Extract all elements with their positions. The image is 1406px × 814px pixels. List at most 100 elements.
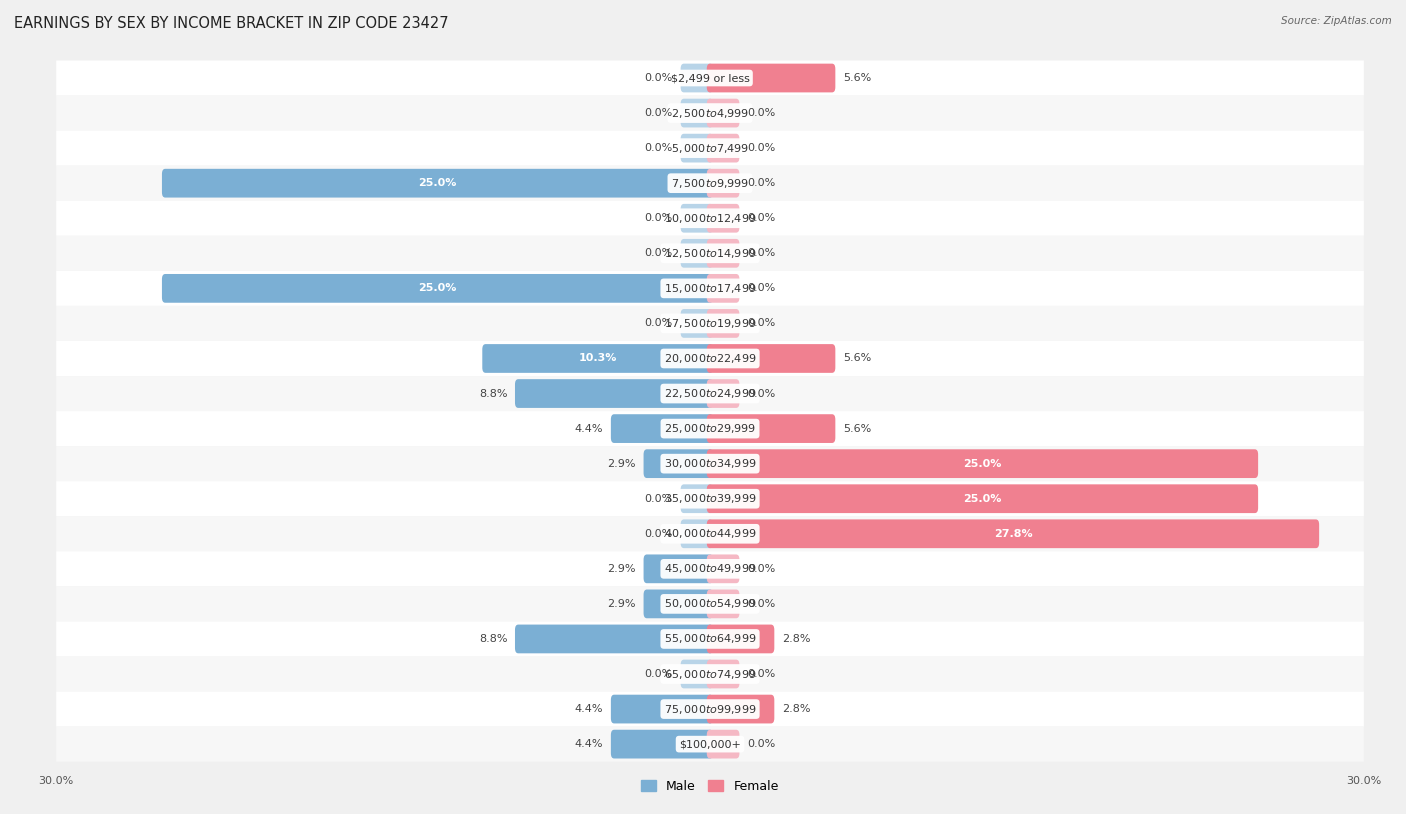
FancyBboxPatch shape [707, 239, 740, 268]
FancyBboxPatch shape [610, 694, 713, 724]
Text: $100,000+: $100,000+ [679, 739, 741, 749]
Text: $45,000 to $49,999: $45,000 to $49,999 [664, 562, 756, 575]
Text: 2.8%: 2.8% [782, 704, 810, 714]
FancyBboxPatch shape [681, 519, 713, 548]
Text: 5.6%: 5.6% [844, 423, 872, 434]
Text: 2.9%: 2.9% [607, 458, 636, 469]
FancyBboxPatch shape [56, 727, 1364, 762]
FancyBboxPatch shape [681, 204, 713, 233]
Text: 8.8%: 8.8% [479, 634, 508, 644]
FancyBboxPatch shape [707, 63, 835, 93]
Text: 25.0%: 25.0% [419, 178, 457, 188]
FancyBboxPatch shape [56, 692, 1364, 727]
FancyBboxPatch shape [707, 694, 775, 724]
Text: 0.0%: 0.0% [645, 529, 673, 539]
Text: $35,000 to $39,999: $35,000 to $39,999 [664, 492, 756, 505]
FancyBboxPatch shape [707, 484, 1258, 513]
Text: 8.8%: 8.8% [479, 388, 508, 399]
FancyBboxPatch shape [162, 274, 713, 303]
Text: $30,000 to $34,999: $30,000 to $34,999 [664, 457, 756, 470]
FancyBboxPatch shape [482, 344, 713, 373]
Text: 0.0%: 0.0% [645, 248, 673, 258]
FancyBboxPatch shape [644, 554, 713, 583]
FancyBboxPatch shape [644, 589, 713, 619]
Text: 2.8%: 2.8% [782, 634, 810, 644]
FancyBboxPatch shape [56, 201, 1364, 236]
FancyBboxPatch shape [707, 379, 740, 408]
Text: $65,000 to $74,999: $65,000 to $74,999 [664, 667, 756, 681]
Text: $17,500 to $19,999: $17,500 to $19,999 [664, 317, 756, 330]
FancyBboxPatch shape [707, 730, 740, 759]
FancyBboxPatch shape [681, 659, 713, 689]
FancyBboxPatch shape [707, 519, 1319, 548]
Text: $25,000 to $29,999: $25,000 to $29,999 [664, 422, 756, 435]
Text: 10.3%: 10.3% [579, 353, 617, 364]
FancyBboxPatch shape [56, 271, 1364, 306]
Text: 0.0%: 0.0% [747, 739, 775, 749]
FancyBboxPatch shape [56, 236, 1364, 271]
Text: $2,500 to $4,999: $2,500 to $4,999 [671, 107, 749, 120]
Text: 2.9%: 2.9% [607, 599, 636, 609]
Text: 0.0%: 0.0% [747, 108, 775, 118]
FancyBboxPatch shape [707, 168, 740, 198]
Text: 0.0%: 0.0% [645, 213, 673, 223]
Text: 0.0%: 0.0% [747, 143, 775, 153]
Text: 4.4%: 4.4% [575, 739, 603, 749]
Text: $5,000 to $7,499: $5,000 to $7,499 [671, 142, 749, 155]
FancyBboxPatch shape [515, 379, 713, 408]
FancyBboxPatch shape [707, 589, 740, 619]
FancyBboxPatch shape [707, 624, 775, 654]
Text: $7,500 to $9,999: $7,500 to $9,999 [671, 177, 749, 190]
FancyBboxPatch shape [707, 554, 740, 583]
Text: 4.4%: 4.4% [575, 423, 603, 434]
FancyBboxPatch shape [707, 414, 835, 443]
Text: 0.0%: 0.0% [747, 564, 775, 574]
FancyBboxPatch shape [681, 239, 713, 268]
Text: 0.0%: 0.0% [645, 108, 673, 118]
Text: $75,000 to $99,999: $75,000 to $99,999 [664, 702, 756, 716]
FancyBboxPatch shape [707, 659, 740, 689]
Text: 5.6%: 5.6% [844, 73, 872, 83]
FancyBboxPatch shape [162, 168, 713, 198]
FancyBboxPatch shape [56, 481, 1364, 516]
FancyBboxPatch shape [56, 516, 1364, 551]
FancyBboxPatch shape [610, 730, 713, 759]
FancyBboxPatch shape [56, 130, 1364, 166]
Text: 0.0%: 0.0% [747, 599, 775, 609]
FancyBboxPatch shape [707, 309, 740, 338]
Text: 25.0%: 25.0% [419, 283, 457, 293]
Text: 0.0%: 0.0% [747, 388, 775, 399]
FancyBboxPatch shape [56, 551, 1364, 586]
FancyBboxPatch shape [56, 306, 1364, 341]
FancyBboxPatch shape [681, 133, 713, 163]
Text: $2,499 or less: $2,499 or less [671, 73, 749, 83]
FancyBboxPatch shape [56, 341, 1364, 376]
FancyBboxPatch shape [644, 449, 713, 478]
Text: $20,000 to $22,499: $20,000 to $22,499 [664, 352, 756, 365]
FancyBboxPatch shape [56, 586, 1364, 621]
FancyBboxPatch shape [515, 624, 713, 654]
Text: $40,000 to $44,999: $40,000 to $44,999 [664, 527, 756, 540]
FancyBboxPatch shape [707, 133, 740, 163]
Text: 2.9%: 2.9% [607, 564, 636, 574]
Text: $55,000 to $64,999: $55,000 to $64,999 [664, 632, 756, 646]
Text: 25.0%: 25.0% [963, 494, 1001, 504]
FancyBboxPatch shape [707, 344, 835, 373]
Text: 0.0%: 0.0% [645, 669, 673, 679]
Text: 5.6%: 5.6% [844, 353, 872, 364]
Text: 0.0%: 0.0% [747, 669, 775, 679]
FancyBboxPatch shape [681, 309, 713, 338]
FancyBboxPatch shape [707, 98, 740, 128]
FancyBboxPatch shape [56, 60, 1364, 95]
FancyBboxPatch shape [707, 274, 740, 303]
Text: $15,000 to $17,499: $15,000 to $17,499 [664, 282, 756, 295]
Legend: Male, Female: Male, Female [637, 775, 783, 798]
FancyBboxPatch shape [707, 449, 1258, 478]
FancyBboxPatch shape [681, 98, 713, 128]
Text: 0.0%: 0.0% [747, 318, 775, 328]
FancyBboxPatch shape [56, 376, 1364, 411]
Text: $10,000 to $12,499: $10,000 to $12,499 [664, 212, 756, 225]
Text: 0.0%: 0.0% [747, 213, 775, 223]
FancyBboxPatch shape [56, 656, 1364, 692]
Text: $12,500 to $14,999: $12,500 to $14,999 [664, 247, 756, 260]
